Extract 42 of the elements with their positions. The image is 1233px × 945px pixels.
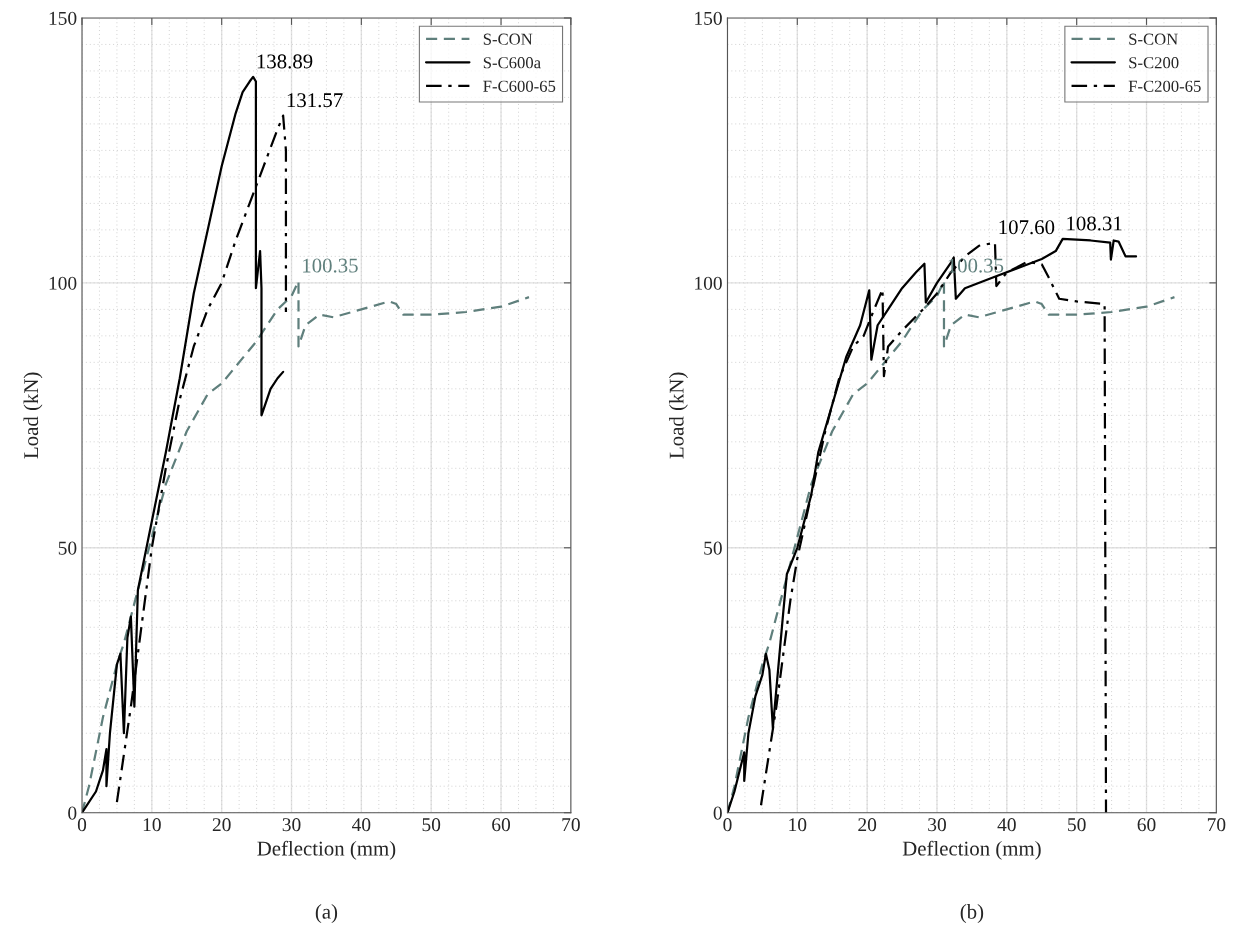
legend-label: F-C200-65 [1128,80,1201,92]
x-tick-label: 30 [928,818,946,832]
x-tick-label: 0 [723,818,732,832]
annotation: 100.35 [303,258,358,273]
x-tick-label: 40 [997,818,1016,832]
annotation: 108.31 [1067,216,1122,231]
legend-label: S-C200 [1129,57,1179,69]
legend-label: S-C600a [483,57,541,69]
x-tick-label: 10 [789,818,807,832]
x-tick-label: 10 [143,818,161,832]
x-tick-label: 70 [562,818,580,832]
annotation: 138.89 [257,54,313,69]
y-tick-label: 50 [58,541,77,555]
x-tick-label: 40 [352,818,371,832]
y-axis-title: Load (kN) [23,372,43,459]
x-tick-label: 50 [422,818,441,832]
x-tick-label: 50 [1068,818,1086,832]
x-tick-label: 60 [1137,818,1156,832]
x-tick-label: 60 [492,818,511,832]
y-tick-label: 0 [713,806,722,820]
x-axis-title: Deflection (mm) [257,840,396,860]
x-tick-label: 0 [77,818,87,832]
x-tick-label: 20 [212,818,231,832]
text: (b) [960,904,984,923]
y-tick-label: 0 [68,806,77,820]
x-axis-title: Deflection (mm) [902,840,1041,860]
legend-label: F-C600-65 [483,80,556,92]
annotation: 131.57 [287,93,343,108]
y-tick-label: 100 [695,276,722,290]
line-series [81,75,285,813]
text: (a) [315,904,338,923]
y-axis-title: Load (kN) [668,372,688,459]
legend-label: S-CON [483,33,533,45]
y-tick-label: 150 [695,11,722,25]
x-tick-label: 20 [858,818,877,832]
legend-label: S-CON [1129,33,1178,45]
y-tick-label: 100 [49,276,77,290]
y-tick-label: 50 [704,541,722,555]
x-tick-label: 30 [282,818,301,832]
y-tick-label: 150 [49,11,77,25]
x-tick-label: 70 [1207,818,1226,832]
annotation: 107.60 [999,220,1055,235]
